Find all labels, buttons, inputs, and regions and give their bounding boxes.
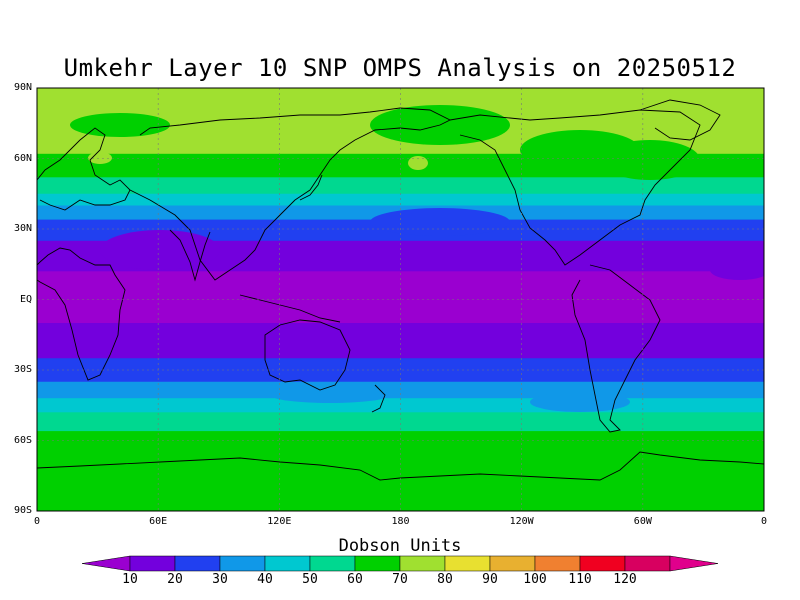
contour-blob (100, 230, 220, 270)
contour-blob (710, 260, 764, 280)
coastline-south-america (571, 264, 661, 433)
contour-band (37, 412, 764, 432)
colorbar-segment (444, 555, 491, 572)
coastline-india (169, 229, 211, 282)
colorbar-tick-label: 120 (613, 572, 637, 587)
coastline-japan (299, 174, 323, 201)
contour-band (37, 398, 764, 413)
lat-label: 30S (13, 364, 32, 375)
colorbar-segment (174, 555, 221, 572)
colorbar-arrow-low (81, 555, 131, 572)
colorbar-tick-label: 50 (302, 572, 318, 587)
colorbar-segment (534, 555, 581, 572)
lon-label: 180 (391, 516, 410, 527)
coastline-indonesia (239, 294, 341, 323)
lon-label: 60W (633, 516, 652, 527)
lat-label: EQ (19, 293, 32, 305)
colorbar-segment (354, 555, 401, 572)
lat-label: 30N (13, 223, 32, 234)
colorbar-segment (219, 555, 266, 572)
colorbar-segment (399, 555, 446, 572)
contour-blob (408, 156, 428, 170)
coastline-asia (129, 107, 452, 281)
map-title: Umkehr Layer 10 SNP OMPS Analysis on 202… (63, 54, 737, 82)
coastlines (37, 99, 764, 481)
map-frame (36, 87, 765, 512)
colorbar-tick-label: 110 (568, 572, 592, 587)
colorbar-tick-label: 40 (257, 572, 273, 587)
coastline-north-america (449, 109, 701, 266)
lat-label: 90N (13, 82, 32, 93)
coastline-europe (37, 127, 131, 211)
colorbar-segment (129, 555, 176, 572)
contour-band (37, 177, 764, 195)
lon-label: 0 (760, 516, 768, 527)
colorbar-tick-label: 90 (482, 572, 498, 587)
lon-label: 120E (267, 516, 292, 527)
coastline-antarctica (37, 451, 764, 481)
colorbar-tick-label: 30 (212, 572, 228, 587)
colorbar-segment (489, 555, 536, 572)
colorbar-tick-label: 10 (122, 572, 138, 587)
colorbar-segment (309, 555, 356, 572)
contour-features (70, 105, 764, 412)
lat-label: 60S (13, 434, 32, 446)
colorbar-tick-label: 70 (392, 572, 408, 587)
contour-blob (270, 387, 390, 403)
contour-blob (370, 208, 510, 236)
contour-blob (600, 140, 700, 180)
colorbar-segment (579, 555, 626, 572)
graticule (37, 88, 764, 511)
lon-label: 60E (149, 516, 168, 527)
colorbar-tick-label: 100 (523, 572, 547, 587)
colorbar (81, 555, 719, 572)
contour-blob (530, 392, 630, 412)
colorbar-arrow-high (669, 555, 719, 572)
lat-label: 90S (13, 505, 32, 516)
colorbar-segment (624, 555, 671, 572)
coastline-australia (264, 319, 351, 391)
coastline-africa (37, 247, 126, 381)
colorbar-tick-label: 20 (167, 572, 183, 587)
colorbar-title: Dobson Units (338, 536, 462, 556)
coastline-greenland (639, 99, 721, 141)
colorbar-tick-label: 60 (347, 572, 363, 587)
lat-label: 60N (13, 152, 32, 164)
lon-label: 120W (509, 516, 534, 527)
colorbar-segment (264, 555, 311, 572)
coastline-new-zealand (371, 384, 386, 413)
colorbar-tick-label: 80 (437, 572, 453, 587)
contour-blob (70, 113, 170, 137)
contour-blob (88, 152, 112, 164)
lon-label: 0 (33, 516, 41, 527)
